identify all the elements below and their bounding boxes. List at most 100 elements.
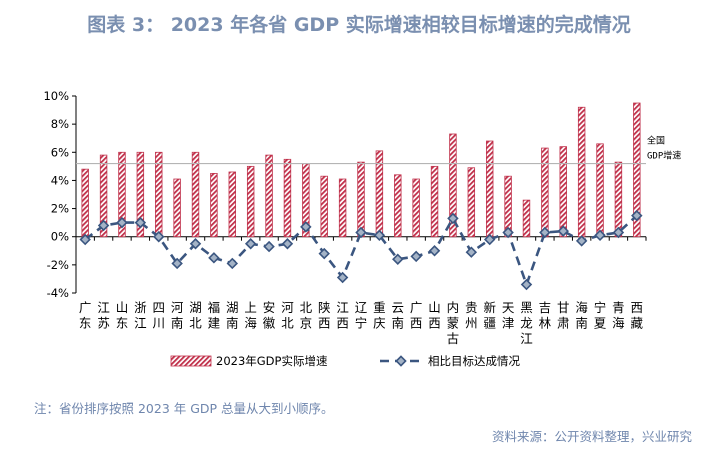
bar xyxy=(265,154,273,238)
bar xyxy=(155,151,163,238)
bar xyxy=(467,167,476,238)
bar xyxy=(246,165,255,238)
line-point xyxy=(336,271,349,284)
line-point xyxy=(410,250,422,263)
line-point xyxy=(612,226,625,239)
bar xyxy=(320,175,328,238)
reference-label: 全国 xyxy=(647,135,665,147)
chart-title: 图表 3： 2023 年各省 GDP 实际增速相较目标增速的完成情况 xyxy=(87,14,631,36)
x-tick-label: 湖北 xyxy=(189,300,202,331)
y-tick-label: -2% xyxy=(47,258,69,272)
line-point xyxy=(300,221,312,233)
legend-swatch-bar xyxy=(170,355,212,367)
y-tick-label: 2% xyxy=(51,202,69,216)
x-tick-label: 海南 xyxy=(575,300,588,331)
x-tick-label: 河北 xyxy=(281,300,294,331)
line-point xyxy=(392,253,404,265)
bar xyxy=(338,178,347,238)
x-tick-label: 陕西 xyxy=(318,300,331,331)
bar xyxy=(614,161,623,238)
line-point xyxy=(263,240,275,253)
x-tick-label: 四川 xyxy=(152,300,165,331)
line-point xyxy=(134,216,147,229)
bar xyxy=(449,133,457,238)
x-tick-label: 广西 xyxy=(410,300,423,331)
line-point xyxy=(557,225,569,237)
x-tick-label: 天津 xyxy=(502,300,515,331)
x-tick-label: 山东 xyxy=(116,300,129,331)
x-tick-label: 吉林 xyxy=(539,300,552,331)
bar xyxy=(173,178,181,238)
x-tick-label: 广东 xyxy=(79,300,92,331)
legend-label: 相比目标达成情况 xyxy=(428,354,520,368)
y-tick-label: 0% xyxy=(51,230,69,244)
y-tick-label: 10% xyxy=(43,89,69,103)
line-point xyxy=(226,257,239,270)
line-point xyxy=(575,235,588,247)
x-tick-label: 上海 xyxy=(244,300,257,331)
line-point xyxy=(520,278,533,291)
bar xyxy=(430,165,439,238)
bar xyxy=(118,151,126,238)
footnote: 注：省份排序按照 2023 年 GDP 总量从大到小顺序。 xyxy=(34,401,334,416)
x-tick-label: 黑龙江 xyxy=(520,300,533,346)
bar xyxy=(99,154,108,238)
source-note: 资料来源：公开资料整理，兴业研究 xyxy=(491,429,692,444)
bar xyxy=(210,172,218,238)
line-point xyxy=(447,212,459,225)
x-tick-label: 贵州 xyxy=(465,300,478,331)
x-tick-label: 江西 xyxy=(336,300,349,331)
line-point xyxy=(465,246,478,258)
line-point xyxy=(171,257,183,270)
y-tick-label: -4% xyxy=(47,286,69,300)
x-tick-label: 新疆 xyxy=(483,300,496,331)
x-tick-label: 福建 xyxy=(208,300,221,331)
line-point xyxy=(244,238,257,250)
x-tick-label: 青海 xyxy=(612,300,625,331)
bar xyxy=(412,178,420,238)
line-point xyxy=(355,226,367,239)
line-point xyxy=(631,209,643,222)
bar xyxy=(559,146,567,238)
bar xyxy=(541,147,549,238)
line-point xyxy=(97,219,110,232)
line-point xyxy=(483,233,496,246)
x-tick-label: 云南 xyxy=(392,300,405,331)
line-point xyxy=(318,247,330,260)
x-tick-label: 安徽 xyxy=(263,300,276,331)
y-tick-label: 8% xyxy=(51,117,69,131)
x-tick-label: 北京 xyxy=(300,300,313,331)
x-tick-label: 湖南 xyxy=(226,300,239,331)
x-tick-label: 浙江 xyxy=(134,300,147,331)
bar xyxy=(596,143,604,238)
x-tick-label: 西藏 xyxy=(631,300,644,331)
bar xyxy=(633,102,641,238)
x-tick-label: 江苏 xyxy=(97,300,110,331)
reference-label: GDP增速 xyxy=(647,150,681,162)
x-tick-label: 宁夏 xyxy=(594,300,607,331)
line-point xyxy=(153,230,165,243)
line-point xyxy=(594,229,606,242)
x-tick-label: 辽宁 xyxy=(355,300,368,331)
line-point xyxy=(208,252,220,264)
x-tick-label: 山西 xyxy=(428,300,441,331)
x-tick-label: 河南 xyxy=(171,300,184,331)
bar xyxy=(394,174,402,238)
bar xyxy=(485,140,494,238)
line-point xyxy=(116,216,128,229)
bar xyxy=(136,151,145,238)
x-tick-label: 内蒙古 xyxy=(447,300,460,346)
bar xyxy=(283,158,292,238)
line-point xyxy=(373,229,386,242)
line-point xyxy=(428,245,441,257)
bar xyxy=(357,161,365,238)
bar xyxy=(522,199,531,238)
bar xyxy=(81,168,89,238)
bar xyxy=(228,171,237,238)
x-tick-label: 甘肃 xyxy=(557,300,570,331)
y-tick-label: 4% xyxy=(51,173,69,187)
line-point xyxy=(79,233,91,246)
legend-marker xyxy=(395,355,407,367)
y-tick-label: 6% xyxy=(51,145,69,159)
